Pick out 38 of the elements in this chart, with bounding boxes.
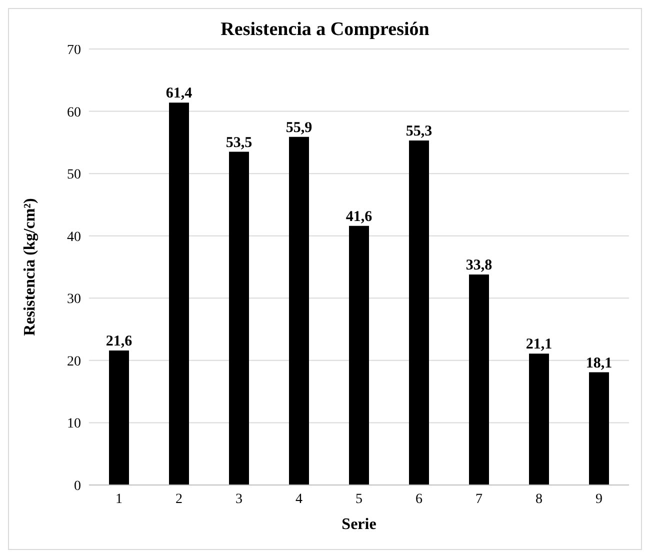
x-tick-label: 7 [476, 492, 482, 507]
data-label: 53,5 [226, 134, 252, 151]
x-tick-label: 6 [416, 492, 422, 507]
y-tick-label: 70 [67, 42, 81, 58]
x-tick-label: 2 [176, 492, 182, 507]
x-tick-label: 3 [236, 492, 242, 507]
y-tick-label: 50 [67, 168, 81, 183]
bar [589, 372, 609, 485]
data-label: 21,1 [526, 336, 552, 353]
x-tick-label: 1 [116, 492, 122, 507]
bar [349, 226, 369, 485]
bar [529, 354, 549, 485]
bar [229, 152, 249, 485]
data-label: 18,1 [586, 355, 612, 372]
x-tick-label: 9 [596, 492, 602, 507]
data-label: 21,6 [106, 333, 133, 350]
data-label: 55,9 [286, 120, 312, 136]
chart-title: Resistencia a Compresión [220, 19, 430, 40]
y-tick-label: 10 [67, 416, 81, 432]
bar [109, 350, 129, 485]
y-axis-title: Resistencia (kg/cm²) [22, 198, 39, 336]
bar [469, 274, 489, 485]
data-label: 55,3 [406, 124, 432, 140]
x-tick-label: 5 [356, 492, 362, 507]
x-tick-label: 4 [296, 492, 302, 507]
y-tick-label: 40 [67, 230, 81, 245]
y-tick-label: 20 [67, 354, 81, 370]
bar [409, 140, 429, 485]
y-tick-label: 0 [74, 478, 81, 494]
y-tick-label: 60 [67, 105, 81, 120]
bar [289, 136, 309, 485]
y-tick-label: 30 [67, 292, 81, 308]
bar [169, 102, 189, 485]
data-label: 33,8 [466, 257, 492, 274]
x-tick-label: 8 [536, 492, 542, 507]
x-axis-title: Serie [342, 516, 376, 533]
data-label: 61,4 [166, 86, 193, 102]
data-label: 41,6 [346, 208, 373, 225]
